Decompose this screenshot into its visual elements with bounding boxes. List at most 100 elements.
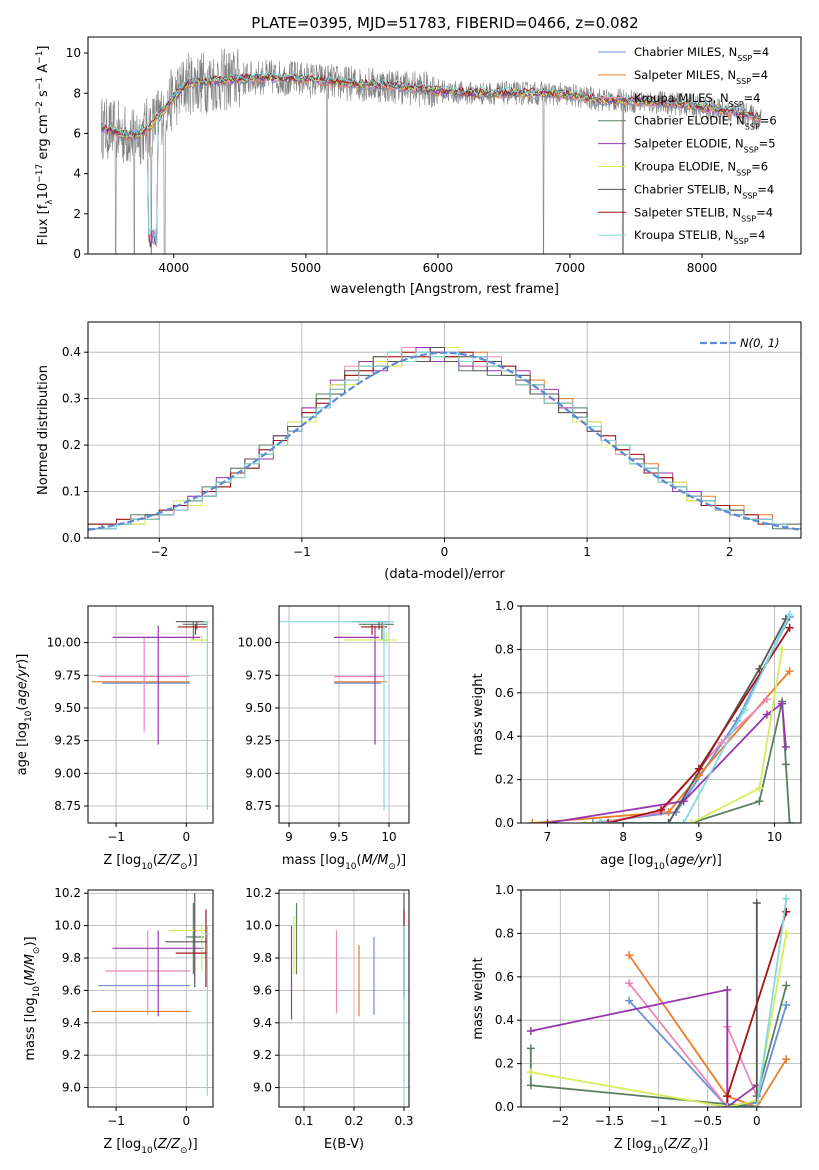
mw-point-salpeter-stelib	[723, 1092, 732, 1101]
mw-line-salpeter-miles	[532, 670, 791, 823]
x-tick-label: −1	[107, 1114, 125, 1128]
legend-label-sub: SSP	[729, 99, 744, 108]
x-axis-label-part: Z	[170, 853, 181, 868]
mw-point-kroupa-elodie	[581, 819, 590, 823]
mw-point-salpeter-miles	[664, 808, 673, 817]
y-tick-label: 9.75	[54, 668, 81, 682]
y-tick-label: 8	[73, 86, 81, 100]
mw-point-chabrier-elodie	[755, 797, 764, 806]
x-tick-label: 10	[767, 830, 782, 844]
x-tick-label: 9	[285, 830, 293, 844]
y-axis-label-part: )]	[23, 936, 38, 946]
y-tick-label: 0.2	[495, 1057, 514, 1071]
mw-point-kroupa-miles	[625, 979, 634, 988]
mw-point-kroupa-stelib	[782, 894, 791, 903]
mw-point-kroupa-stelib	[740, 706, 749, 715]
x-axis-label: mass [log10(M/M⊙)]	[282, 853, 406, 872]
x-axis-label-part: E(B-V)	[324, 1137, 364, 1152]
mw-point-salpeter-miles	[785, 667, 794, 676]
x-tick-label: −1.5	[595, 1114, 624, 1128]
mw-point-chabrier-elodie	[526, 1044, 535, 1053]
mw-point-kroupa-elodie	[778, 645, 787, 654]
axes-frame	[87, 605, 214, 824]
y-axis-label-part: erg cm	[36, 114, 51, 163]
model-spectrum-kroupa-stelib	[100, 70, 761, 245]
x-axis-label-part: age/yr	[670, 853, 713, 868]
y-tick-label: 9.6	[62, 983, 81, 997]
mw-point-chabrier-miles	[625, 996, 634, 1005]
mw-point-kroupa-elodie	[782, 929, 791, 938]
y-axis-label: Normed distribution	[36, 365, 51, 495]
mw-point-chabrier-stelib	[752, 899, 761, 908]
axes-frame	[278, 889, 410, 1108]
x-axis-label: wavelength [Angstrom, rest frame]	[330, 282, 559, 297]
grid-mass_vs_Z	[88, 890, 213, 1107]
y-tick-label: 9.25	[245, 734, 272, 748]
mw-point-kroupa-stelib	[785, 610, 794, 619]
x-axis-label-part: Z [log	[103, 1137, 141, 1152]
x-axis-label-part: (	[357, 853, 362, 868]
mw-point-salpeter-stelib	[657, 805, 665, 814]
y-axis-label-part: −17	[35, 164, 45, 183]
x-axis-label-part: ⊙	[180, 862, 188, 872]
legend-label: Salpeter MILES, NSSP=4	[634, 68, 768, 86]
mw-point-kroupa-stelib	[679, 819, 688, 823]
y-tick-label: 0.4	[495, 729, 514, 743]
x-tick-label: −2	[551, 1114, 569, 1128]
x-axis-label-part: ⊙	[690, 1146, 698, 1156]
mw-point-salpeter-elodie	[781, 743, 790, 752]
x-axis-label-part: ⊙	[388, 862, 396, 872]
legend-label-eq: =4	[749, 228, 766, 242]
y-axis-label-part: M/	[23, 964, 38, 981]
x-axis-label-part: wavelength [Angstrom, rest frame]	[330, 282, 559, 297]
axes-age_vs_mass: 9 9.5 10 8.75 9.00 9.25 9.50 9.75 10.00 mass [log…	[238, 605, 410, 872]
y-axis-label-part: (	[23, 981, 38, 986]
mw-point-kroupa-stelib	[723, 1103, 732, 1107]
legend-label-eq: =4	[756, 205, 773, 219]
x-axis-label-part: )]	[396, 853, 406, 868]
mw-point-kroupa-stelib	[752, 1103, 761, 1107]
y-tick-label: 0.8	[495, 642, 514, 656]
x-tick-label: 8000	[687, 261, 718, 275]
plot-area-residuals	[88, 347, 801, 538]
y-axis-label-part: A	[36, 64, 51, 77]
x-axis-label-part: M	[377, 853, 388, 868]
x-axis-label-part: 10	[141, 862, 153, 872]
mw-point-salpeter-elodie	[778, 699, 787, 708]
mw-point-salpeter-miles	[782, 1055, 791, 1064]
mw-point-salpeter-elodie	[543, 819, 552, 823]
legend-label-sub: SSP	[737, 54, 752, 63]
mw-line-kroupa-stelib	[727, 898, 788, 1107]
y-tick-label: 9.6	[253, 983, 272, 997]
y-axis-label-part: 10	[24, 710, 34, 722]
mw-point-salpeter-miles	[528, 819, 537, 823]
axes-frame	[520, 605, 802, 824]
y-axis-label: mass weight	[471, 673, 486, 755]
x-axis-label-part: 10	[653, 862, 665, 872]
legend-label-main: Chabrier ELODIE, N	[634, 114, 745, 128]
x-axis-label: Z [log10(Z/Z⊙)]	[103, 1137, 197, 1156]
x-axis-label-part: Z [log	[614, 1137, 652, 1152]
y-tick-label: 10.00	[47, 636, 81, 650]
legend-label-main: Salpeter STELIB, N	[634, 205, 741, 219]
legend-label-eq: =4	[751, 68, 768, 82]
grid-mass_vs_EBV	[279, 890, 409, 1107]
y-axis-label-part: Normed distribution	[36, 365, 51, 495]
plot-area-mass_vs_EBV	[290, 893, 405, 1104]
x-axis-label: E(B-V)	[324, 1137, 364, 1152]
legend-label: Chabrier MILES, NSSP=4	[634, 45, 769, 63]
x-tick-label: −1	[293, 545, 311, 559]
y-tick-label: 9.4	[253, 1016, 272, 1030]
plot-area-age_vs_Z	[91, 621, 209, 810]
legend-label-main: Salpeter MILES, N	[634, 68, 736, 82]
x-axis-label-part: 10	[652, 1146, 664, 1156]
mw-point-kroupa-elodie	[526, 1068, 535, 1077]
legend-label: Kroupa MILES, NSSP=4	[634, 91, 760, 109]
y-tick-label: 9.8	[253, 951, 272, 965]
y-tick-label: 4	[73, 167, 81, 181]
x-tick-label: −1	[107, 830, 125, 844]
mw-point-chabrier-elodie	[782, 981, 791, 990]
legend-label-main: Kroupa STELIB, N	[634, 228, 734, 242]
x-tick-label: 0	[753, 1114, 761, 1128]
